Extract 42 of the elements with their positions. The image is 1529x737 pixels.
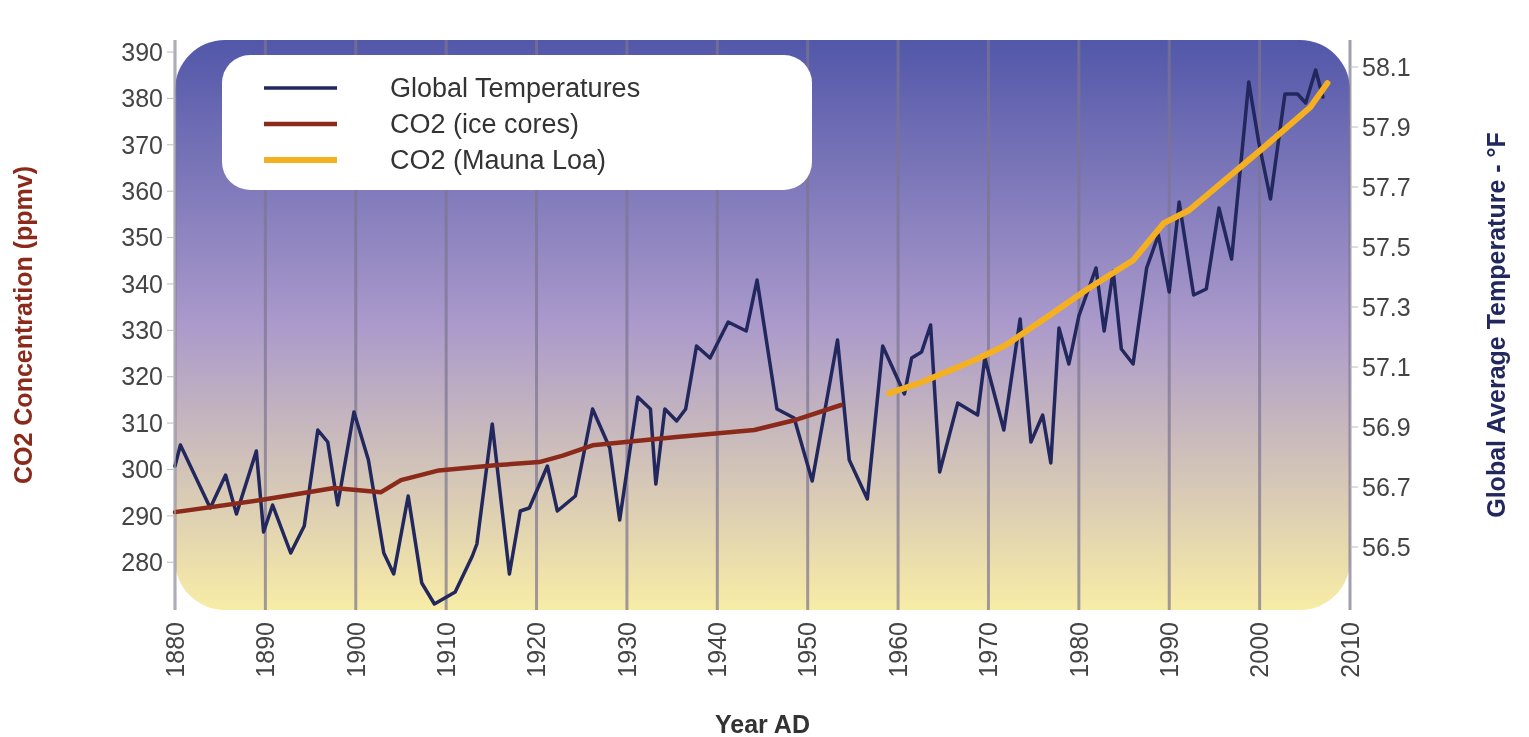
y2-tick-label: 57.9	[1362, 112, 1411, 141]
y-axis-title: CO2 Concentration (ppmv)	[9, 165, 37, 485]
x-tick-label: 1890	[251, 622, 280, 678]
y2-tick-label: 57.7	[1362, 172, 1411, 201]
x-axis-title: Year AD	[715, 710, 810, 737]
y2-tick-label: 57.5	[1362, 232, 1411, 261]
y2-tick-label: 56.7	[1362, 472, 1411, 501]
x-tick-label: 2010	[1335, 622, 1364, 678]
legend-label: Global Temperatures	[390, 73, 641, 104]
x-tick-label: 2000	[1245, 622, 1274, 678]
x-tick-label: 1950	[793, 622, 822, 678]
y-tick-label: 280	[121, 547, 163, 576]
y-tick-label: 340	[121, 269, 163, 298]
x-tick-label: 1920	[522, 622, 551, 678]
y-tick-label: 300	[121, 455, 163, 484]
x-tick-label: 1970	[974, 622, 1003, 678]
y-tick-label: 330	[121, 316, 163, 345]
y2-tick-label: 56.9	[1362, 412, 1411, 441]
x-tick-label: 1880	[160, 622, 189, 678]
y-tick-label: 350	[121, 223, 163, 252]
y2-tick-label: 58.1	[1362, 52, 1411, 81]
x-tick-label: 1990	[1154, 622, 1183, 678]
y-tick-label: 370	[121, 130, 163, 159]
y-tick-label: 380	[121, 84, 163, 113]
legend-label: CO2 (Mauna Loa)	[390, 145, 607, 176]
x-tick-label: 1960	[883, 622, 912, 678]
y-tick-label: 290	[121, 501, 163, 530]
legend-label: CO2 (ice cores)	[390, 109, 580, 140]
y2-tick-label: 57.3	[1362, 292, 1411, 321]
y2-axis-title: Global Average Temperature - °F	[1482, 132, 1510, 518]
y-tick-label: 320	[121, 362, 163, 391]
x-tick-label: 1940	[703, 622, 732, 678]
x-tick-label: 1910	[431, 622, 460, 678]
y-tick-label: 310	[121, 408, 163, 437]
y-tick-label: 390	[121, 37, 163, 66]
line-series	[172, 402, 844, 515]
y2-tick-label: 57.1	[1362, 352, 1411, 381]
x-tick-label: 1980	[1064, 622, 1093, 678]
x-tick-label: 1900	[341, 622, 370, 678]
y2-tick-label: 56.5	[1362, 532, 1411, 561]
x-tick-label: 1930	[612, 622, 641, 678]
y-tick-label: 360	[121, 176, 163, 205]
